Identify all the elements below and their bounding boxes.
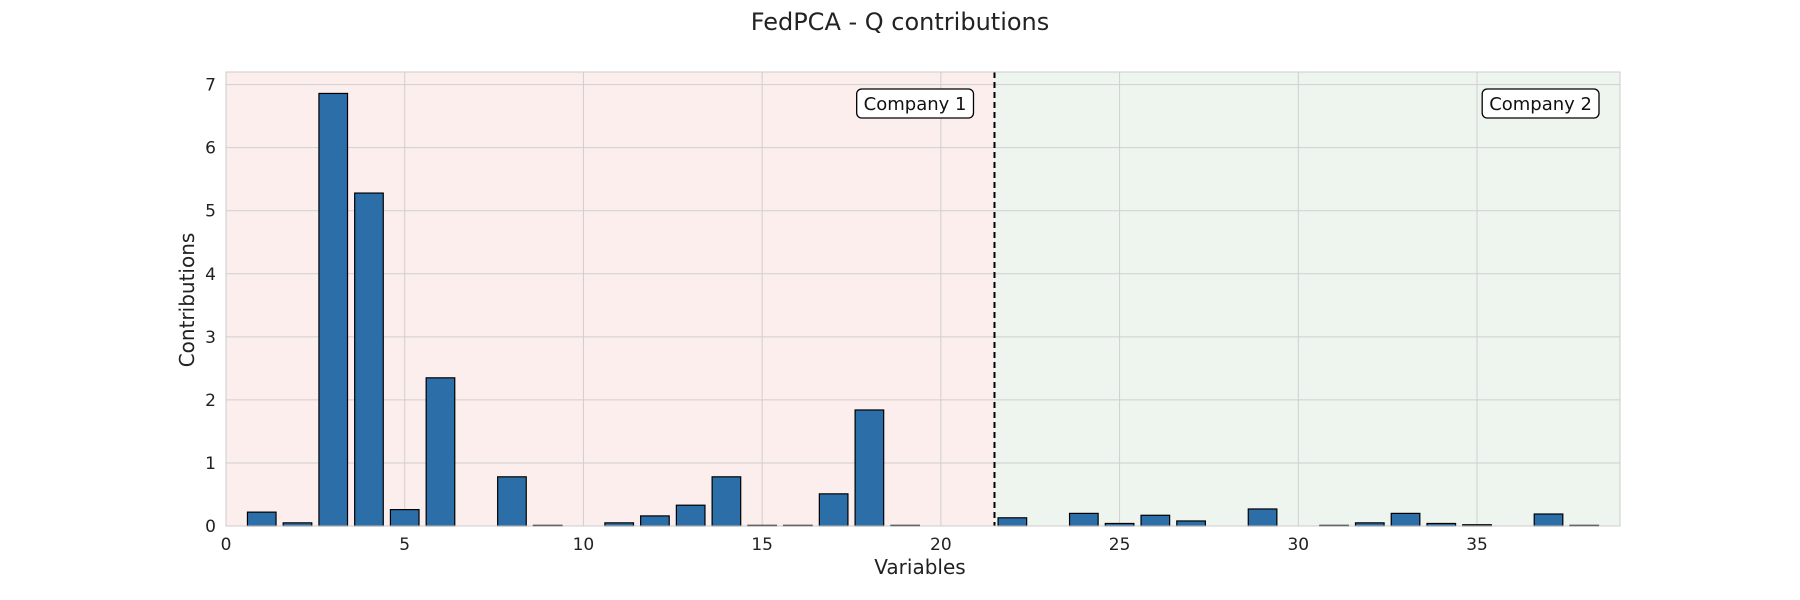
y-tick-label: 4	[205, 265, 216, 285]
y-tick-label: 5	[205, 202, 216, 222]
bar-variable-33	[1390, 512, 1421, 527]
x-tick-label: 20	[930, 535, 952, 555]
region-label-1: Company 1	[856, 88, 975, 119]
region-label-2: Company 2	[1481, 88, 1600, 119]
bar-variable-8	[497, 476, 527, 527]
bar-variable-24	[1068, 512, 1099, 527]
y-tick-label: 3	[205, 328, 216, 348]
bar-variable-3	[318, 92, 349, 527]
region-label-box	[856, 88, 975, 119]
bar-variable-18	[854, 409, 885, 527]
bar-variable-27	[1176, 520, 1206, 527]
bar-variable-5	[389, 509, 420, 527]
bar-variable-26	[1140, 514, 1171, 527]
x-tick-label: 0	[221, 535, 232, 555]
y-axis-label: Contributions	[175, 233, 199, 368]
x-tick-label: 15	[751, 535, 773, 555]
y-tick-label: 0	[205, 517, 216, 537]
x-tick-label: 30	[1287, 535, 1309, 555]
x-axis-label: Variables	[874, 555, 965, 579]
y-tick-label: 6	[205, 139, 216, 159]
region-label-box	[1481, 88, 1600, 119]
x-tick-labels: 0 5 10 15 20 25 30 35	[221, 535, 1488, 555]
bar-variable-17	[818, 493, 849, 527]
y-tick-label: 2	[205, 391, 216, 411]
bar-variable-1	[246, 511, 277, 527]
bars	[246, 92, 1600, 527]
region-label-text: Company 1	[864, 94, 967, 115]
chart-title: FedPCA - Q contributions	[751, 8, 1050, 36]
region-label-text: Company 2	[1489, 94, 1592, 115]
x-tick-label: 5	[399, 535, 410, 555]
x-tick-label: 10	[573, 535, 595, 555]
bar-variable-13	[675, 504, 706, 527]
y-tick-labels: 0 1 2 3 4 5 6 7	[205, 76, 216, 537]
bar-variable-29	[1247, 508, 1278, 527]
region-background-2	[994, 72, 1620, 526]
x-tick-label: 35	[1466, 535, 1488, 555]
bar-variable-22	[997, 517, 1028, 527]
plot-frame	[225, 71, 1621, 527]
bar-variable-6	[425, 377, 456, 527]
x-tick-label: 25	[1109, 535, 1131, 555]
bar-variable-14	[711, 476, 742, 527]
region-labels: Company 1 Company 2	[856, 88, 1600, 119]
y-tick-label: 1	[205, 454, 216, 474]
bar-variable-4	[354, 192, 384, 527]
bar-variable-12	[640, 515, 670, 527]
y-tick-label: 7	[205, 76, 216, 96]
bar-variable-37	[1533, 513, 1564, 527]
grid	[225, 72, 1620, 527]
